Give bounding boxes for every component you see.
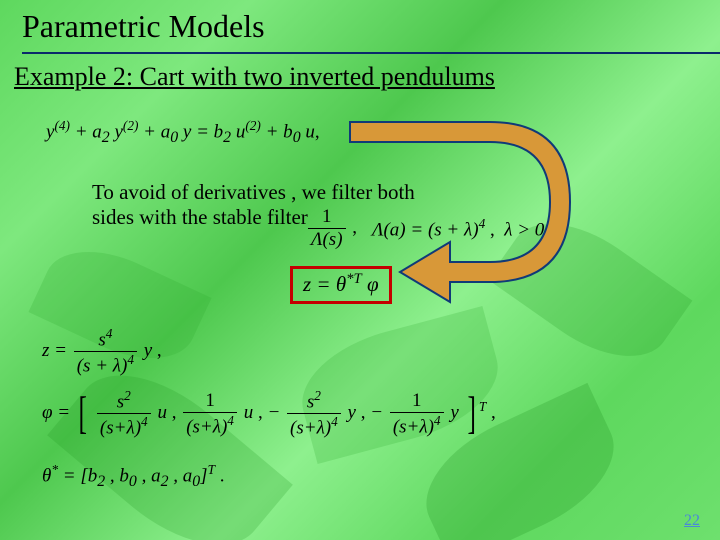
equation-boxed: z = θ*T φ [290, 266, 392, 304]
slide-subtitle: Example 2: Cart with two inverted pendul… [14, 62, 495, 92]
equation-z: z = s4(s + λ)4 y , [42, 326, 162, 378]
page-number: 22 [684, 512, 700, 530]
equation-theta: θ* = [b2 , b0 , a2 , a0]T . [42, 462, 224, 491]
equation-filter-frac: 1Λ(s) , [306, 206, 357, 251]
equation-ode: y(4) + a2 y(2) + a0 y = b2 u(2) + b0 u, [46, 118, 320, 147]
equation-filter-def: Λ(a) = (s + λ)4 , λ > 0 [372, 216, 544, 241]
equation-phi: φ = [ s2(s+λ)4 u , 1(s+λ)4 u , − s2(s+λ)… [42, 388, 496, 440]
slide: Parametric Models Example 2: Cart with t… [0, 0, 720, 540]
slide-title: Parametric Models [22, 8, 265, 45]
